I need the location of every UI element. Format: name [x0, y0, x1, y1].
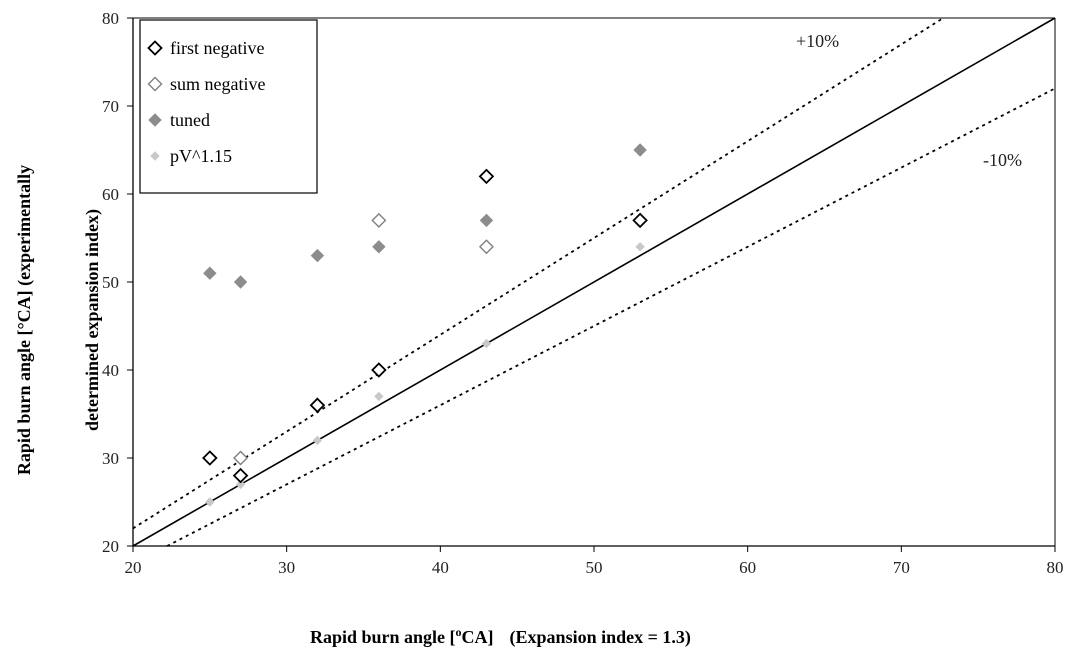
- legend: first negative sum negative tuned pV^1.15: [139, 19, 318, 194]
- y-tick-label: 50: [102, 273, 119, 292]
- legend-marker-0: [147, 40, 163, 56]
- point-tuned-0: [203, 266, 217, 280]
- legend-label-2: tuned: [170, 110, 210, 130]
- annotation-plus-10: +10%: [796, 31, 839, 51]
- x-tick-label: 30: [278, 558, 295, 577]
- legend-label-1: sum negative: [170, 74, 265, 94]
- y-tick-label: 40: [102, 361, 119, 380]
- point-tuned-3: [372, 240, 386, 254]
- annotation-minus-10: -10%: [983, 150, 1022, 170]
- y-tick-label: 70: [102, 97, 119, 116]
- point-first-negative-5: [632, 212, 648, 229]
- reference-line-0: [132, 17, 1056, 547]
- point-tuned-5: [633, 143, 647, 157]
- point-pv-1-15-1: [235, 479, 246, 490]
- legend-label-3: pV^1.15: [170, 146, 232, 166]
- x-tick-label: 50: [586, 558, 603, 577]
- point-sum-negative-1: [233, 450, 249, 466]
- legend-box: [139, 19, 318, 194]
- reference-lines: [132, 17, 1056, 547]
- x-tick-label: 20: [125, 558, 142, 577]
- point-pv-1-15-4: [481, 338, 492, 349]
- y-tick-label: 20: [102, 537, 119, 556]
- tick-labels: 20 30 40 50 60 70 80 20 30 40 50 60 70 80: [102, 9, 1064, 577]
- point-tuned-2: [310, 248, 325, 263]
- x-tick-label: 60: [739, 558, 756, 577]
- x-tick-label: 40: [432, 558, 449, 577]
- y-tick-label: 60: [102, 185, 119, 204]
- point-first-negative-4: [478, 168, 495, 185]
- axes: [127, 17, 1056, 552]
- point-pv-1-15-2: [312, 435, 323, 446]
- reference-line-1: [132, 17, 944, 530]
- point-sum-negative-3: [371, 212, 387, 228]
- y-axis-title-line2: determined expansion index): [82, 209, 103, 431]
- legend-marker-2: [148, 113, 162, 127]
- x-tick-label: 80: [1047, 558, 1064, 577]
- y-axis-title-line1: Rapid burn angle [°CA] (experimentally: [14, 165, 35, 475]
- point-tuned-4: [479, 213, 494, 228]
- legend-marker-3: [150, 151, 160, 161]
- point-pv-1-15-5: [635, 242, 645, 252]
- reference-line-2: [166, 87, 1056, 547]
- x-tick-label: 70: [893, 558, 910, 577]
- point-first-negative-1: [232, 467, 249, 484]
- point-first-negative-0: [202, 450, 218, 466]
- y-tick-label: 30: [102, 449, 119, 468]
- point-tuned-1: [233, 275, 248, 289]
- y-tick-label: 80: [102, 9, 119, 28]
- data-points: [202, 143, 648, 507]
- point-first-negative-3: [371, 362, 387, 378]
- point-sum-negative-4: [478, 239, 494, 255]
- x-axis-title: Rapid burn angle [oCA] (Expansion index =…: [310, 625, 691, 648]
- point-pv-1-15-0: [205, 497, 215, 507]
- point-pv-1-15-3: [374, 391, 384, 402]
- legend-marker-1: [147, 76, 163, 92]
- legend-label-0: first negative: [170, 38, 264, 58]
- point-first-negative-2: [309, 397, 326, 413]
